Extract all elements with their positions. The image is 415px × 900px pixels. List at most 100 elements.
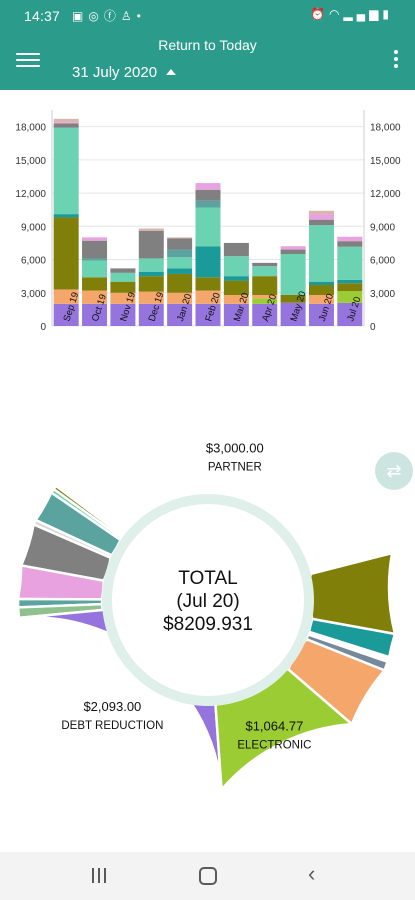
bar-segment bbox=[252, 276, 278, 295]
bar-segment bbox=[337, 302, 363, 326]
messenger-icon: ◎ bbox=[88, 9, 104, 23]
bar-segment bbox=[223, 242, 249, 257]
gallery-icon: ▣ bbox=[72, 9, 89, 23]
bar-segment bbox=[82, 277, 108, 291]
bar-segment bbox=[308, 219, 334, 226]
bar-segment bbox=[53, 217, 79, 290]
snapchat-icon: ♙ bbox=[120, 9, 137, 23]
bar-segment bbox=[195, 200, 221, 208]
bar-segment bbox=[82, 303, 108, 326]
y-tick-label-right: 15,000 bbox=[370, 156, 401, 167]
bar-segment bbox=[138, 228, 164, 231]
bar-segment bbox=[167, 257, 193, 269]
bar-segment bbox=[308, 285, 334, 295]
y-tick-label-left: 18,000 bbox=[15, 123, 46, 134]
recents-icon[interactable] bbox=[92, 868, 108, 884]
bar-segment bbox=[167, 292, 193, 304]
bar-segment bbox=[223, 294, 249, 304]
bar-segment bbox=[308, 281, 334, 286]
y-tick-label-left: 0 bbox=[40, 322, 46, 333]
bar-segment bbox=[195, 303, 221, 326]
y-tick-label-right: 3,000 bbox=[370, 289, 395, 300]
bar-segment bbox=[167, 268, 193, 274]
bar-segment bbox=[195, 290, 221, 304]
bar-segment bbox=[53, 122, 79, 124]
facebook-icon: ⓕ bbox=[103, 9, 121, 23]
overflow-menu-icon[interactable] bbox=[391, 50, 401, 72]
bar-segment bbox=[280, 249, 306, 254]
bar-segment bbox=[110, 281, 136, 293]
bar-segment bbox=[308, 294, 334, 304]
bar-segment bbox=[223, 303, 249, 326]
bar-segment bbox=[308, 214, 334, 220]
bar-segment bbox=[252, 266, 278, 277]
navigation-bar: ‹ bbox=[0, 852, 415, 900]
swap-arrows-icon[interactable]: ⇄ bbox=[375, 452, 413, 490]
bar-segment bbox=[167, 249, 193, 258]
y-tick-label-right: 6,000 bbox=[370, 256, 395, 267]
bar-segment bbox=[337, 291, 363, 303]
bar-segment bbox=[252, 262, 278, 267]
bar-segment bbox=[308, 210, 334, 215]
bar-segment bbox=[138, 291, 164, 304]
return-to-today-button[interactable]: Return to Today bbox=[158, 37, 257, 53]
bar-segment bbox=[337, 246, 363, 280]
bar-segment bbox=[110, 292, 136, 304]
bar-segment bbox=[167, 303, 193, 326]
y-tick-label-right: 12,000 bbox=[370, 189, 401, 200]
total-title: TOTAL bbox=[178, 568, 237, 589]
stacked-bar-chart: 0 0 3,000 3,000 6,000 6,000 9,000 9,000 12,000 12… bbox=[15, 110, 401, 333]
system-icons: ⏰◠▂▄▆▮ bbox=[310, 7, 393, 21]
bar-segment bbox=[138, 258, 164, 272]
bar-segment bbox=[195, 246, 221, 278]
y-tick-label-left: 6,000 bbox=[21, 256, 46, 267]
bar-segment bbox=[195, 277, 221, 291]
y-tick-label-right: 0 bbox=[370, 322, 376, 333]
bar-segment bbox=[252, 294, 278, 299]
slice-category: ELECTRONIC bbox=[237, 739, 311, 751]
bar-segment bbox=[82, 237, 108, 241]
slice-category: DEBT REDUCTION bbox=[61, 720, 163, 732]
bar-segment bbox=[138, 303, 164, 326]
date-label: 31 July 2020 bbox=[72, 64, 158, 81]
bar-segment bbox=[280, 246, 306, 250]
alarm-icon: ⏰ bbox=[309, 7, 329, 21]
bar-segment bbox=[280, 294, 306, 303]
battery-icon: ▮ bbox=[382, 7, 393, 21]
bar-segment bbox=[53, 118, 79, 123]
bar-segment bbox=[167, 238, 193, 250]
bar-segment bbox=[337, 279, 363, 284]
date-selector[interactable]: 31 July 2020 bbox=[72, 64, 177, 81]
bar-segment bbox=[337, 236, 363, 242]
bar-segment bbox=[53, 127, 79, 215]
y-tick-label-left: 9,000 bbox=[21, 222, 46, 233]
y-tick-label-right: 18,000 bbox=[370, 123, 401, 134]
back-icon[interactable]: ‹ bbox=[308, 861, 316, 886]
signal-icon: ▂▄▆ bbox=[343, 7, 383, 21]
notification-icons: ▣◎ⓕ♙• bbox=[72, 7, 146, 24]
y-tick-label-right: 9,000 bbox=[370, 222, 395, 233]
total-value: $8209.931 bbox=[163, 614, 253, 635]
donut-slice bbox=[307, 551, 397, 636]
bar-segment bbox=[82, 260, 108, 278]
home-icon[interactable] bbox=[199, 867, 217, 885]
bar-segment bbox=[110, 272, 136, 282]
bar-segment bbox=[308, 225, 334, 282]
bar-segment bbox=[53, 289, 79, 304]
caret-up-icon bbox=[166, 69, 177, 75]
bar-segment bbox=[195, 207, 221, 247]
bar-segment bbox=[82, 290, 108, 304]
bar-segment bbox=[82, 240, 108, 259]
status-time: 14:37 bbox=[24, 8, 61, 24]
bar-segment bbox=[223, 256, 249, 277]
bar-segment bbox=[82, 258, 108, 261]
slice-amount: $1,064.77 bbox=[245, 718, 303, 733]
bar-segment bbox=[53, 303, 79, 326]
hamburger-menu-icon[interactable] bbox=[16, 50, 40, 70]
total-period: (Jul 20) bbox=[176, 591, 239, 612]
bar-segment bbox=[280, 254, 306, 295]
bar-segment bbox=[252, 298, 278, 304]
bar-segment bbox=[223, 280, 249, 295]
bar-segment bbox=[110, 268, 136, 273]
slice-amount: $3,000.00 bbox=[206, 440, 264, 455]
